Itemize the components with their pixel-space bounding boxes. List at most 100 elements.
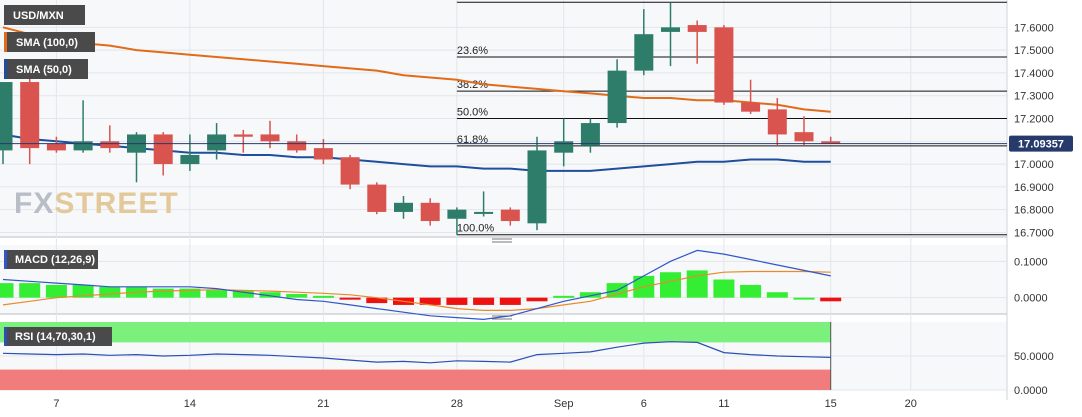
macd-histogram-bar xyxy=(286,294,308,298)
price-tag-text: 17.09357 xyxy=(1018,139,1064,151)
macd-histogram-bar xyxy=(259,292,281,298)
candle-body xyxy=(287,141,307,151)
legend-rsi-text: RSI (14,70,30,1) xyxy=(15,331,96,343)
candle-down xyxy=(500,207,520,226)
candle-down xyxy=(741,79,761,114)
price-tick-label: 16.9000 xyxy=(1014,182,1054,194)
macd-plot xyxy=(0,249,842,321)
macd-histogram-bar xyxy=(553,295,575,298)
legend-sma100-text: SMA (100,0) xyxy=(16,37,78,49)
rsi-line xyxy=(2,341,831,364)
price-tick-label: 17.5000 xyxy=(1014,45,1054,57)
price-tag-bg xyxy=(1009,135,1073,152)
candle-body xyxy=(313,148,333,160)
candle-body xyxy=(394,202,413,212)
legend-macd-bg xyxy=(4,250,98,269)
candle-body xyxy=(207,134,227,151)
candle-body xyxy=(420,202,440,222)
rsi-oversold-zone xyxy=(0,369,831,390)
macd-histogram-bar xyxy=(713,279,735,298)
macd-resize-handle[interactable] xyxy=(492,238,512,243)
price-tick-label: 17.6000 xyxy=(1014,22,1054,34)
candle-body xyxy=(367,184,387,212)
rsi-tick-label: 0.0000 xyxy=(1014,385,1048,397)
candle-body xyxy=(46,143,66,151)
price-tick-label: 17.4000 xyxy=(1014,68,1054,80)
candle-body xyxy=(687,25,707,32)
candle-body xyxy=(447,209,467,219)
candle-up xyxy=(607,59,627,128)
macd-histogram-bar xyxy=(232,290,254,298)
macd-histogram-bar xyxy=(206,290,228,298)
legend-sma100[interactable]: SMA (100,0) xyxy=(4,32,95,52)
price-tick-label: 16.8000 xyxy=(1014,205,1054,217)
macd-histogram-bar xyxy=(499,297,521,305)
candle-body xyxy=(0,82,13,151)
time-tick-label: 6 xyxy=(641,398,647,410)
candle-down xyxy=(367,182,387,215)
rsi-axis: 50.0000 0.0000 xyxy=(1014,351,1054,397)
macd-histogram-bar xyxy=(0,283,14,298)
candle-up xyxy=(474,191,494,217)
legend-rsi-bg xyxy=(4,327,112,346)
legend-sma50-bg xyxy=(4,59,88,79)
candle-down xyxy=(20,72,40,165)
rsi-zones xyxy=(0,322,832,390)
price-axis: 17.600017.500017.400017.300017.200017.10… xyxy=(1014,22,1054,239)
legend-sma50-swatch xyxy=(4,59,7,79)
macd-histogram-bar xyxy=(366,297,388,304)
candle-up xyxy=(180,134,200,171)
legend-sma50[interactable]: SMA (50,0) xyxy=(4,59,88,79)
candle-body xyxy=(741,102,761,112)
candle-body xyxy=(233,134,253,137)
candle-down xyxy=(46,136,66,153)
candle-down xyxy=(420,198,440,226)
candle-down xyxy=(233,129,253,153)
candle-down xyxy=(100,125,120,153)
fib-label: 61.8% xyxy=(457,134,488,146)
macd-histogram-bar xyxy=(740,284,762,298)
candle-body xyxy=(661,27,680,32)
candle-up xyxy=(207,123,227,160)
legend-macd-text: MACD (12,26,9) xyxy=(15,254,95,266)
fib-label: 23.6% xyxy=(457,45,488,57)
rsi-plot xyxy=(2,341,831,364)
candles xyxy=(0,2,841,235)
macd-histogram-bar xyxy=(419,297,441,305)
macd-histogram-bar xyxy=(45,284,67,298)
candle-body xyxy=(20,82,40,149)
macd-histogram-bar xyxy=(179,288,201,298)
legend-sma100-bg xyxy=(4,32,95,52)
candle-body xyxy=(340,157,360,185)
macd-histogram-bar xyxy=(312,295,334,298)
legend-symbol-text: USD/MXN xyxy=(13,10,64,22)
fib-label: 38.2% xyxy=(457,79,488,91)
price-tick-label: 17.3000 xyxy=(1014,91,1054,103)
price-tick-label: 17.0000 xyxy=(1014,159,1054,171)
time-tick-label: 20 xyxy=(905,398,917,410)
candle-body xyxy=(767,109,787,135)
macd-line xyxy=(2,249,831,321)
time-axis: 7 14 21 28 Sep 6 11 15 20 xyxy=(53,398,917,410)
candle-body xyxy=(180,154,200,165)
watermark-fx: FX xyxy=(14,187,54,220)
candle-body xyxy=(634,34,654,71)
candle-up xyxy=(634,9,654,76)
candle-down xyxy=(714,25,734,105)
macd-tick-label: 0.0000 xyxy=(1014,293,1048,305)
candle-up xyxy=(580,118,600,153)
candle-body xyxy=(474,211,494,214)
legend-rsi[interactable]: RSI (14,70,30,1) xyxy=(4,327,112,346)
macd-histogram-bar xyxy=(72,284,94,298)
candle-body xyxy=(554,141,574,153)
legend-symbol[interactable]: USD/MXN xyxy=(4,5,85,25)
time-tick-label: 28 xyxy=(451,398,463,410)
macd-histogram-bar xyxy=(339,297,361,300)
candle-body xyxy=(607,70,627,124)
legend-macd[interactable]: MACD (12,26,9) xyxy=(4,250,98,269)
candle-up xyxy=(554,118,574,167)
time-tick-label: 14 xyxy=(184,398,196,410)
time-tick-label: Sep xyxy=(554,398,574,410)
macd-histogram-bar xyxy=(660,272,681,298)
candle-down xyxy=(821,136,841,144)
